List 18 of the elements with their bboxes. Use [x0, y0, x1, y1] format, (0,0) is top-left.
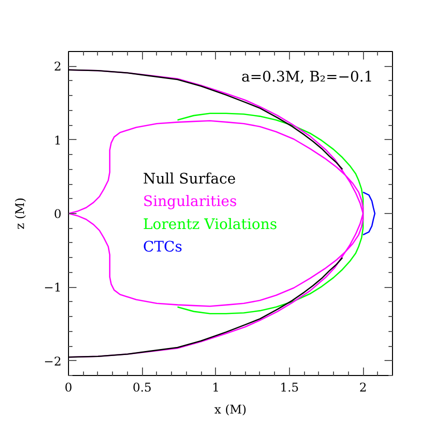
- x-tick-label: 1: [212, 380, 220, 394]
- y-tick-label: −1: [44, 280, 62, 295]
- annotation: a=0.3M, B₂=−0.1: [241, 69, 374, 86]
- x-tick-label: 2: [359, 380, 367, 394]
- y-tick-label: −2: [44, 354, 62, 368]
- text: Singularities: [143, 194, 237, 210]
- x-tick-label: 0.5: [132, 380, 152, 394]
- text: Lorentz Violations: [143, 216, 278, 233]
- y-tick-label: 0: [54, 207, 62, 221]
- y-axis-title: z (M): [12, 198, 27, 230]
- y-tick-label: 1: [54, 133, 62, 148]
- text: Null Surface: [143, 171, 236, 188]
- x-axis-title: x (M): [214, 402, 247, 416]
- x-tick-label: 1.5: [280, 380, 299, 394]
- y-tick-label: 2: [54, 60, 62, 74]
- text: CTCs: [143, 240, 182, 256]
- x-tick-label: 0: [64, 380, 72, 394]
- line-series: [362, 191, 376, 236]
